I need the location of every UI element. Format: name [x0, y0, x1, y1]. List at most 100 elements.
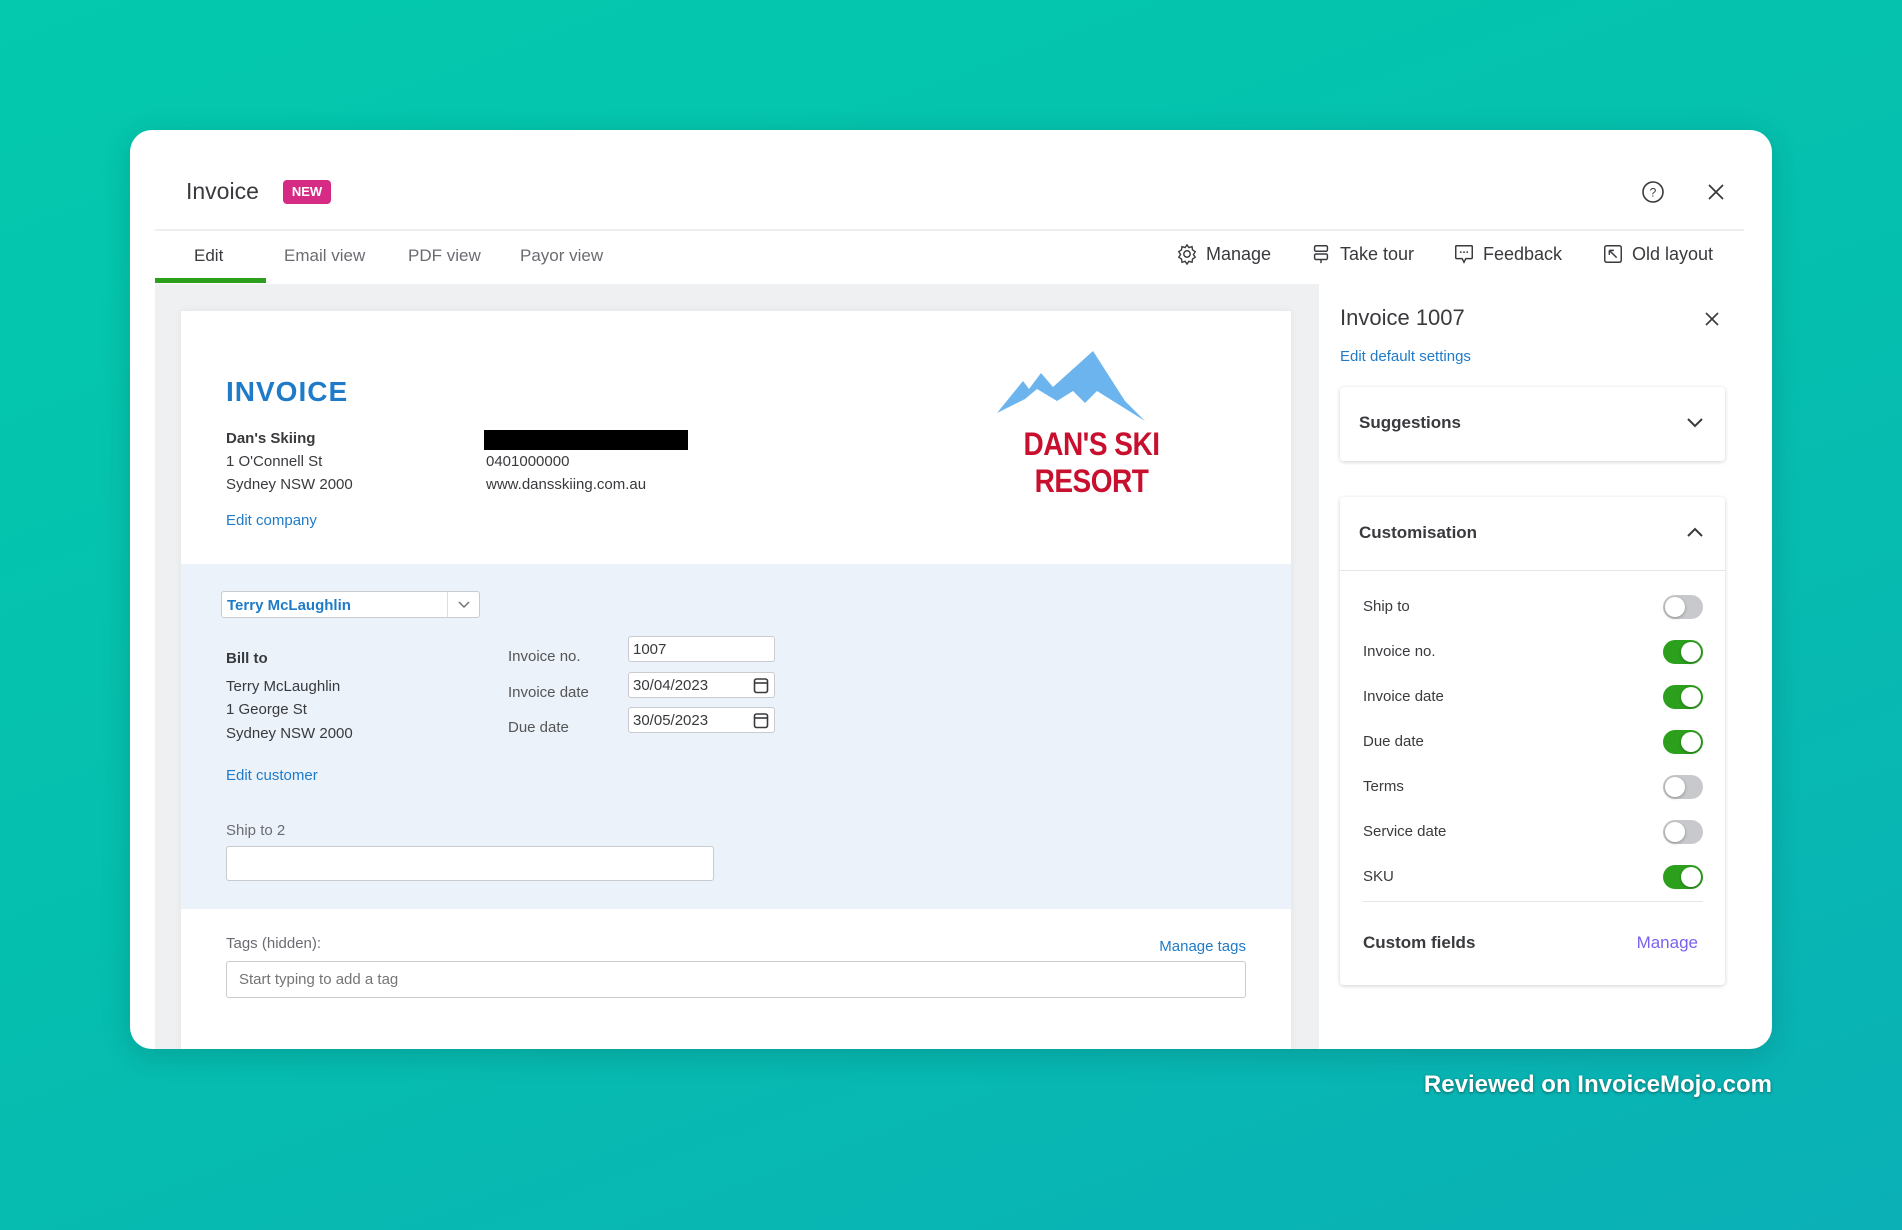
invoice-date-input[interactable]: 30/04/2023 — [628, 672, 775, 698]
customer-section: Terry McLaughlin Bill to Terry McLaughli… — [181, 564, 1291, 909]
due-date-value: 30/05/2023 — [633, 712, 709, 729]
company-address-2: Sydney NSW 2000 — [226, 476, 353, 493]
customer-select[interactable]: Terry McLaughlin — [221, 591, 480, 618]
invoice-heading: INVOICE — [226, 376, 349, 407]
signpost-icon — [1313, 245, 1329, 264]
toggle-label: Invoice no. — [1363, 643, 1436, 660]
toggle-label: Due date — [1363, 733, 1424, 750]
bill-to-name: Terry McLaughlin — [226, 678, 341, 695]
close-icon[interactable] — [1703, 179, 1729, 205]
invoice-window: Invoice NEW ? Edit Email view PDF view P… — [130, 130, 1772, 1049]
chat-bubble-icon — [1455, 245, 1473, 264]
toggle-knob — [1665, 777, 1685, 797]
toggle-row: Terms — [1340, 772, 1725, 802]
mountain-logo-icon — [997, 351, 1145, 421]
active-tab-indicator — [155, 278, 266, 283]
ship-to-input[interactable] — [226, 846, 714, 881]
invoice-date-label: Invoice date — [508, 684, 589, 701]
tags-input[interactable] — [226, 961, 1246, 998]
toggle-row: SKU — [1340, 862, 1725, 892]
toggle-switch[interactable] — [1663, 730, 1703, 754]
toggle-row: Due date — [1340, 727, 1725, 757]
toggle-label: Ship to — [1363, 598, 1410, 615]
bill-to-address-1: 1 George St — [226, 701, 307, 718]
tags-label: Tags (hidden): — [226, 935, 322, 952]
calendar-icon[interactable] — [753, 712, 769, 729]
ship-to-label: Ship to 2 — [226, 822, 286, 839]
bill-to-address-2: Sydney NSW 2000 — [226, 725, 353, 742]
take-tour-button[interactable]: Take tour — [1310, 243, 1414, 265]
help-circle-icon[interactable]: ? — [1640, 179, 1666, 205]
svg-text:?: ? — [1650, 186, 1657, 200]
edit-default-settings-link[interactable]: Edit default settings — [1340, 348, 1471, 365]
toggle-switch[interactable] — [1663, 595, 1703, 619]
company-phone: 0401000000 — [486, 453, 570, 470]
arrow-box-icon — [1604, 245, 1622, 263]
toggle-switch[interactable] — [1663, 775, 1703, 799]
manage-button[interactable]: Manage — [1176, 243, 1271, 265]
due-date-input[interactable]: 30/05/2023 — [628, 707, 775, 733]
customisation-section: Customisation Ship to Invoice no. Invoice … — [1340, 497, 1725, 985]
company-logo: DAN'S SKI RESORT — [985, 351, 1198, 499]
tab-pdf-view[interactable]: PDF view — [408, 246, 481, 265]
header-divider — [155, 229, 1744, 231]
toggle-switch[interactable] — [1663, 865, 1703, 889]
toggle-label: Service date — [1363, 823, 1447, 840]
toggle-knob — [1681, 687, 1701, 707]
custom-fields-manage-link[interactable]: Manage — [1636, 933, 1698, 952]
toggle-list: Ship to Invoice no. Invoice date Due date Te… — [1340, 592, 1725, 912]
toggle-label: SKU — [1363, 868, 1394, 885]
toggle-row: Invoice no. — [1340, 637, 1725, 667]
window-title: Invoice — [186, 178, 259, 204]
toggle-knob — [1665, 597, 1685, 617]
edit-company-link[interactable]: Edit company — [226, 512, 317, 529]
toggle-knob — [1665, 822, 1685, 842]
gear-icon — [1177, 243, 1197, 265]
toggle-switch[interactable] — [1663, 685, 1703, 709]
watermark: Reviewed on InvoiceMojo.com — [1423, 1071, 1772, 1098]
invoice-no-input[interactable]: 1007 — [628, 636, 775, 662]
toggle-row: Invoice date — [1340, 682, 1725, 712]
new-badge: NEW — [283, 180, 331, 204]
feedback-label: Feedback — [1483, 243, 1563, 264]
toggle-switch[interactable] — [1663, 640, 1703, 664]
old-layout-label: Old layout — [1632, 243, 1714, 264]
invoice-paper: INVOICE Dan's Skiing 1 O'Connell St Sydn… — [181, 311, 1291, 1049]
toggle-label: Terms — [1363, 778, 1404, 795]
suggestions-section[interactable]: Suggestions — [1340, 387, 1725, 461]
company-name: Dan's Skiing — [226, 430, 316, 447]
company-address-1: 1 O'Connell St — [226, 453, 323, 470]
manage-tags-link[interactable]: Manage tags — [1159, 938, 1246, 955]
close-icon[interactable] — [1699, 306, 1725, 332]
toggle-label: Invoice date — [1363, 688, 1444, 705]
feedback-button[interactable]: Feedback — [1453, 243, 1562, 265]
tab-edit[interactable]: Edit — [194, 246, 224, 265]
tab-email-view[interactable]: Email view — [284, 246, 366, 265]
toggle-row: Ship to — [1340, 592, 1725, 622]
redacted-email — [484, 430, 688, 450]
toggle-knob — [1681, 867, 1701, 887]
customisation-label: Customisation — [1359, 523, 1478, 542]
toggle-switch[interactable] — [1663, 820, 1703, 844]
manage-label: Manage — [1206, 243, 1272, 264]
invoice-no-label: Invoice no. — [508, 648, 581, 665]
chevron-up-icon[interactable] — [1687, 527, 1703, 537]
suggestions-label: Suggestions — [1359, 413, 1462, 432]
due-date-label: Due date — [508, 719, 569, 736]
invoice-date-value: 30/04/2023 — [633, 677, 709, 694]
toggle-row: Service date — [1340, 817, 1725, 847]
chevron-down-icon[interactable] — [1687, 418, 1703, 428]
custom-fields-label: Custom fields — [1363, 933, 1476, 952]
old-layout-button[interactable]: Old layout — [1602, 243, 1713, 265]
toggle-knob — [1681, 732, 1701, 752]
edit-customer-link[interactable]: Edit customer — [226, 767, 318, 784]
bill-to-label: Bill to — [226, 650, 268, 667]
settings-panel: Invoice 1007 Edit default settings Sugge… — [1319, 284, 1744, 1049]
customer-select-value: Terry McLaughlin — [227, 597, 351, 614]
calendar-icon[interactable] — [753, 677, 769, 694]
custom-fields-divider — [1363, 901, 1703, 902]
section-divider — [1340, 570, 1725, 571]
logo-text: DAN'S SKI RESORT — [1023, 426, 1160, 499]
chevron-down-icon[interactable] — [447, 592, 479, 617]
tab-payor-view[interactable]: Payor view — [520, 246, 604, 265]
